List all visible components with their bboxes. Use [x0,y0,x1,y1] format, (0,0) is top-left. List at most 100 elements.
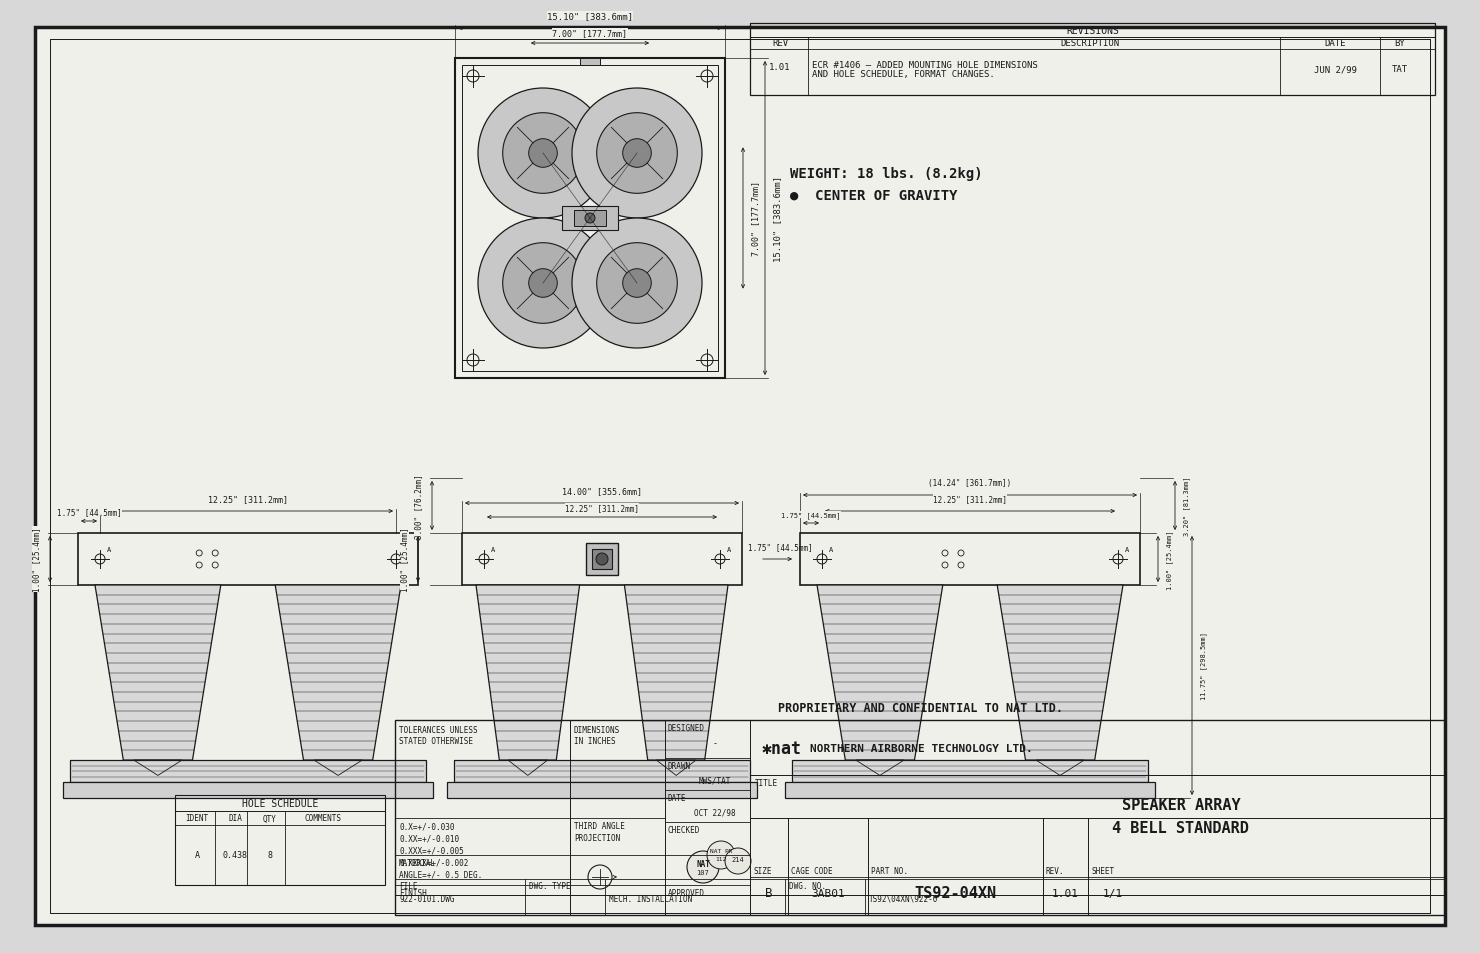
Text: HOLE SCHEDULE: HOLE SCHEDULE [241,799,318,808]
Polygon shape [275,585,401,760]
Text: A: A [194,851,200,860]
Text: (14.24" [361.7mm]): (14.24" [361.7mm]) [928,478,1012,488]
Text: 1.75" [44.5mm]: 1.75" [44.5mm] [781,512,841,518]
Text: DWG. NO.: DWG. NO. [789,882,826,890]
Text: 1.00" [25.4mm]: 1.00" [25.4mm] [1166,530,1172,589]
Text: 1.00" [25.4mm]: 1.00" [25.4mm] [400,527,408,592]
Bar [784,782,1154,799]
Text: TS92-04XN: TS92-04XN [915,885,996,901]
Text: OCT 22/98: OCT 22/98 [694,808,736,817]
Text: 0.438: 0.438 [222,851,247,860]
Text: A: A [1125,546,1129,553]
Text: 214: 214 [731,856,744,862]
Text: DWG. TYPE: DWG. TYPE [528,882,571,890]
Bar [580,59,599,66]
Circle shape [585,213,595,224]
Text: 1.75" [44.5mm]: 1.75" [44.5mm] [56,507,121,517]
Bar [792,760,1148,782]
Text: 1.01: 1.01 [1052,888,1079,898]
Circle shape [687,851,719,883]
Text: PROJECTION: PROJECTION [574,834,620,842]
Text: STATED OTHERWISE: STATED OTHERWISE [400,737,474,745]
Text: NORTHERN AIRBORNE TECHNOLOGY LTD.: NORTHERN AIRBORNE TECHNOLOGY LTD. [810,743,1033,753]
Bar [78,534,417,585]
Text: SIZE: SIZE [753,866,771,875]
Bar [64,782,434,799]
Text: ANGLE=+/- 0.5 DEG.: ANGLE=+/- 0.5 DEG. [400,869,482,879]
Text: 12.25" [311.2mm]: 12.25" [311.2mm] [565,503,639,513]
Text: IDENT: IDENT [185,814,209,822]
Text: FILE: FILE [400,882,417,890]
Text: -: - [712,739,718,747]
Bar [586,543,619,576]
Text: THIRD ANGLE: THIRD ANGLE [574,821,625,831]
Text: MWS/TAT: MWS/TAT [699,776,731,785]
Text: DATE: DATE [667,793,687,802]
Text: DATE: DATE [1325,39,1345,49]
Text: 8: 8 [268,851,272,860]
Text: MATERIAL: MATERIAL [400,858,437,867]
Text: DESIGNED: DESIGNED [667,723,704,732]
Text: CAGE CODE: CAGE CODE [790,866,833,875]
Text: SPEAKER ARRAY: SPEAKER ARRAY [1122,798,1240,813]
Circle shape [478,219,608,349]
Text: 15.10" [383.6mm]: 15.10" [383.6mm] [773,175,781,262]
Circle shape [596,554,608,565]
Text: A: A [727,546,731,553]
Polygon shape [998,585,1123,760]
Text: DIMENSIONS: DIMENSIONS [574,725,620,734]
Circle shape [571,219,702,349]
Text: DESCRIPTION: DESCRIPTION [1061,39,1119,49]
Circle shape [596,113,678,194]
Text: B: B [765,886,773,900]
Text: 12.25" [311.2mm]: 12.25" [311.2mm] [209,495,289,503]
Text: PROPRIETARY AND CONFIDENTIAL TO NAT LTD.: PROPRIETARY AND CONFIDENTIAL TO NAT LTD. [777,701,1063,715]
Text: 7.00" [177.7mm]: 7.00" [177.7mm] [552,29,628,38]
Text: 7.00" [177.7mm]: 7.00" [177.7mm] [750,181,761,256]
Text: 0.XXXX=+/-0.002: 0.XXXX=+/-0.002 [400,858,468,866]
Text: 3.20" [81.3mm]: 3.20" [81.3mm] [1183,476,1190,536]
Text: FINISH: FINISH [400,888,426,897]
Text: 1.01: 1.01 [770,64,790,72]
Bar [462,534,741,585]
Circle shape [571,89,702,219]
Circle shape [623,270,651,298]
Polygon shape [477,585,580,760]
Text: WEIGHT: 18 lbs. (8.2kg): WEIGHT: 18 lbs. (8.2kg) [790,167,983,181]
Circle shape [528,270,558,298]
Circle shape [725,848,750,874]
Bar [592,550,613,569]
Text: TS92\04XN\922-0: TS92\04XN\922-0 [869,894,938,903]
Circle shape [528,139,558,168]
Text: ECR #1406 – ADDED MOUNTING HOLE DIMENSIONS: ECR #1406 – ADDED MOUNTING HOLE DIMENSIO… [813,60,1037,70]
Text: TAT: TAT [1391,66,1407,74]
Text: 0.XXX=+/-0.005: 0.XXX=+/-0.005 [400,845,463,855]
Text: IN INCHES: IN INCHES [574,737,616,745]
Text: A: A [829,546,833,553]
Bar [574,211,605,227]
Text: REV.: REV. [1046,866,1064,875]
Text: 0.XX=+/-0.010: 0.XX=+/-0.010 [400,834,459,842]
Text: A: A [107,546,111,553]
Text: QTY: QTY [263,814,277,822]
Polygon shape [625,585,728,760]
Text: 3AB01: 3AB01 [811,888,845,898]
Text: ✱nat: ✱nat [762,740,802,758]
Bar [750,24,1436,96]
Text: MECH. INSTALLATION: MECH. INSTALLATION [608,894,693,903]
Circle shape [503,113,583,194]
Bar [395,720,1444,915]
Text: AND HOLE SCHEDULE, FORMAT CHANGES.: AND HOLE SCHEDULE, FORMAT CHANGES. [813,71,995,79]
Circle shape [478,89,608,219]
Bar [462,66,718,372]
Polygon shape [95,585,221,760]
Text: 922-0101.DWG: 922-0101.DWG [400,894,454,903]
Text: 15.10" [383.6mm]: 15.10" [383.6mm] [548,12,633,21]
Text: REV: REV [773,39,787,49]
Text: A: A [491,546,496,553]
Circle shape [503,243,583,324]
Text: ●  CENTER OF GRAVITY: ● CENTER OF GRAVITY [790,189,958,203]
Text: 0.X=+/-0.030: 0.X=+/-0.030 [400,821,454,831]
Text: TITLE: TITLE [755,779,778,787]
Text: NAT PR: NAT PR [710,848,733,854]
